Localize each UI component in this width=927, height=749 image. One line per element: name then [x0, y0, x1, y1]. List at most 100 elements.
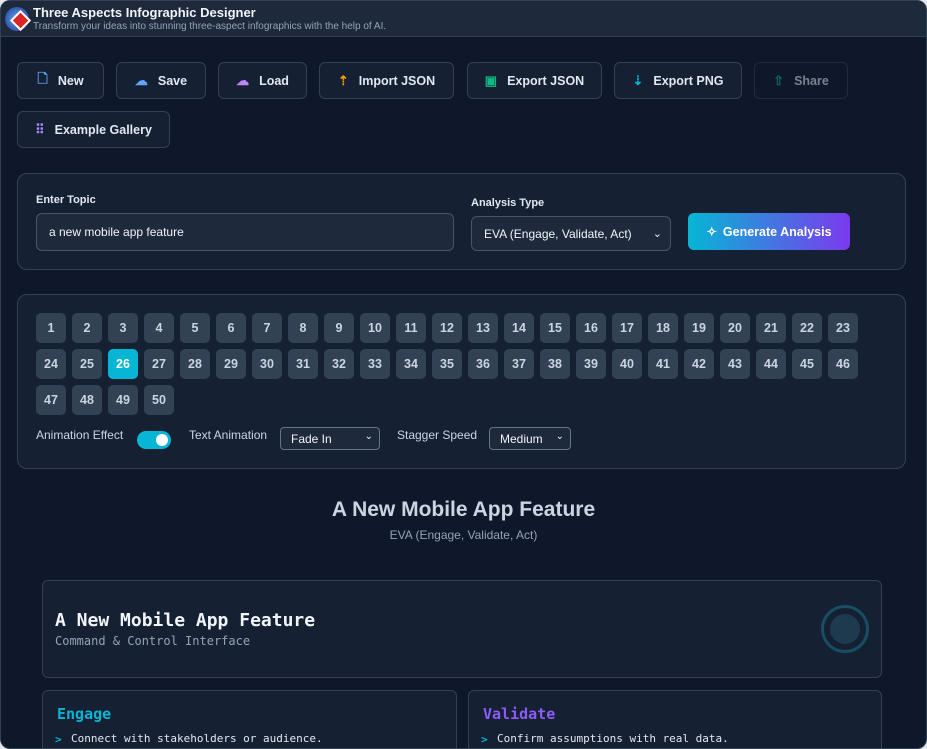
- button-label: Export PNG: [653, 73, 724, 88]
- style-number-36[interactable]: 36: [468, 349, 498, 379]
- style-number-4[interactable]: 4: [144, 313, 174, 343]
- style-number-47[interactable]: 47: [36, 385, 66, 415]
- chevron-down-icon: ⌄: [364, 431, 373, 442]
- style-number-50[interactable]: 50: [144, 385, 174, 415]
- style-number-11[interactable]: 11: [396, 313, 426, 343]
- style-number-27[interactable]: 27: [144, 349, 174, 379]
- style-number-26[interactable]: 26: [108, 349, 138, 379]
- style-number-25[interactable]: 25: [72, 349, 102, 379]
- style-number-21[interactable]: 21: [756, 313, 786, 343]
- button-label: Import JSON: [358, 73, 436, 88]
- style-number-3[interactable]: 3: [108, 313, 138, 343]
- save-button[interactable]: ☁ Save: [116, 62, 206, 99]
- style-number-29[interactable]: 29: [216, 349, 246, 379]
- stagger-speed-select[interactable]: Medium ⌄: [489, 427, 571, 450]
- upload-icon: ⇡: [337, 72, 349, 88]
- animation-effect-toggle[interactable]: [137, 431, 171, 449]
- download-icon: ⇣: [632, 72, 644, 88]
- infographic-subtitle: Command & Control Interface: [55, 634, 251, 648]
- style-number-30[interactable]: 30: [252, 349, 282, 379]
- style-number-24[interactable]: 24: [36, 349, 66, 379]
- button-label: Load: [259, 73, 289, 88]
- style-number-37[interactable]: 37: [504, 349, 534, 379]
- aspect-item: Connect with stakeholders or audience.: [71, 732, 323, 745]
- style-number-28[interactable]: 28: [180, 349, 210, 379]
- animation-effect-label: Animation Effect: [36, 428, 124, 442]
- cloud-download-icon: ☁: [236, 72, 250, 88]
- stagger-speed-value: Medium: [500, 431, 543, 446]
- style-number-2[interactable]: 2: [72, 313, 102, 343]
- style-number-1[interactable]: 1: [36, 313, 66, 343]
- style-number-32[interactable]: 32: [324, 349, 354, 379]
- app-subtitle: Transform your ideas into stunning three…: [33, 21, 387, 32]
- infographic-header-card: A New Mobile App Feature Command & Contr…: [42, 580, 882, 678]
- style-number-31[interactable]: 31: [288, 349, 318, 379]
- export-png-button[interactable]: ⇣ Export PNG: [614, 62, 742, 99]
- style-number-20[interactable]: 20: [720, 313, 750, 343]
- button-label: Share: [794, 73, 829, 88]
- infographic-title: A New Mobile App Feature: [55, 610, 316, 631]
- analysis-type-label: Analysis Type: [471, 197, 545, 209]
- style-number-12[interactable]: 12: [432, 313, 462, 343]
- generate-label: Generate Analysis: [722, 224, 832, 239]
- topic-input[interactable]: a new mobile app feature: [36, 213, 454, 251]
- style-number-19[interactable]: 19: [684, 313, 714, 343]
- app-title: Three Aspects Infographic Designer: [33, 5, 256, 20]
- style-number-23[interactable]: 23: [828, 313, 858, 343]
- stagger-speed-label: Stagger Speed: [397, 428, 478, 442]
- style-number-grid: 1 2 3 4 5 6 7 8 9 10 11 12 13 14 15 16 17 18 19 20 21 22 23 24 2…: [36, 313, 876, 415]
- import-json-button[interactable]: ⇡ Import JSON: [319, 62, 454, 99]
- preview-title: A New Mobile App Feature: [331, 498, 596, 521]
- export-json-button[interactable]: ▣ Export JSON: [467, 62, 602, 99]
- style-number-45[interactable]: 45: [792, 349, 822, 379]
- analysis-type-value: EVA (Engage, Validate, Act): [484, 226, 632, 241]
- style-number-18[interactable]: 18: [648, 313, 678, 343]
- style-number-22[interactable]: 22: [792, 313, 822, 343]
- chevron-right-icon: >: [481, 733, 488, 746]
- style-number-41[interactable]: 41: [648, 349, 678, 379]
- style-number-40[interactable]: 40: [612, 349, 642, 379]
- share-icon: ⇧: [773, 72, 785, 88]
- style-number-14[interactable]: 14: [504, 313, 534, 343]
- style-number-15[interactable]: 15: [540, 313, 570, 343]
- new-button[interactable]: 🗋 New: [17, 62, 104, 99]
- style-number-16[interactable]: 16: [576, 313, 606, 343]
- style-number-38[interactable]: 38: [540, 349, 570, 379]
- style-number-43[interactable]: 43: [720, 349, 750, 379]
- style-number-39[interactable]: 39: [576, 349, 606, 379]
- style-number-34[interactable]: 34: [396, 349, 426, 379]
- style-number-5[interactable]: 5: [180, 313, 210, 343]
- generate-analysis-button[interactable]: ✧ Generate Analysis: [688, 213, 850, 250]
- style-number-10[interactable]: 10: [360, 313, 390, 343]
- style-number-33[interactable]: 33: [360, 349, 390, 379]
- topic-panel: Enter Topic a new mobile app feature Ana…: [17, 173, 906, 270]
- cloud-upload-icon: ☁: [134, 72, 148, 88]
- style-number-48[interactable]: 48: [72, 385, 102, 415]
- button-label: Example Gallery: [54, 122, 152, 137]
- style-number-9[interactable]: 9: [324, 313, 354, 343]
- share-button[interactable]: ⇧ Share: [754, 62, 848, 99]
- style-number-6[interactable]: 6: [216, 313, 246, 343]
- style-number-35[interactable]: 35: [432, 349, 462, 379]
- style-number-8[interactable]: 8: [288, 313, 318, 343]
- load-button[interactable]: ☁ Load: [218, 62, 307, 99]
- analysis-type-select[interactable]: EVA (Engage, Validate, Act) ⌄: [471, 216, 671, 251]
- topic-label: Enter Topic: [36, 194, 96, 206]
- button-label: New: [57, 73, 84, 88]
- save-icon: ▣: [484, 72, 498, 88]
- style-number-42[interactable]: 42: [684, 349, 714, 379]
- style-number-46[interactable]: 46: [828, 349, 858, 379]
- style-number-13[interactable]: 13: [468, 313, 498, 343]
- chevron-down-icon: ⌄: [555, 431, 564, 442]
- example-gallery-button[interactable]: ⠿ Example Gallery: [17, 111, 170, 148]
- app-logo-icon: [5, 7, 29, 31]
- text-animation-select[interactable]: Fade In ⌄: [280, 427, 380, 450]
- style-number-7[interactable]: 7: [252, 313, 282, 343]
- sparkles-icon: ✧: [706, 225, 717, 239]
- aspect-title: Validate: [483, 705, 556, 723]
- aspect-title: Engage: [57, 705, 112, 723]
- style-number-49[interactable]: 49: [108, 385, 138, 415]
- style-number-17[interactable]: 17: [612, 313, 642, 343]
- style-number-44[interactable]: 44: [756, 349, 786, 379]
